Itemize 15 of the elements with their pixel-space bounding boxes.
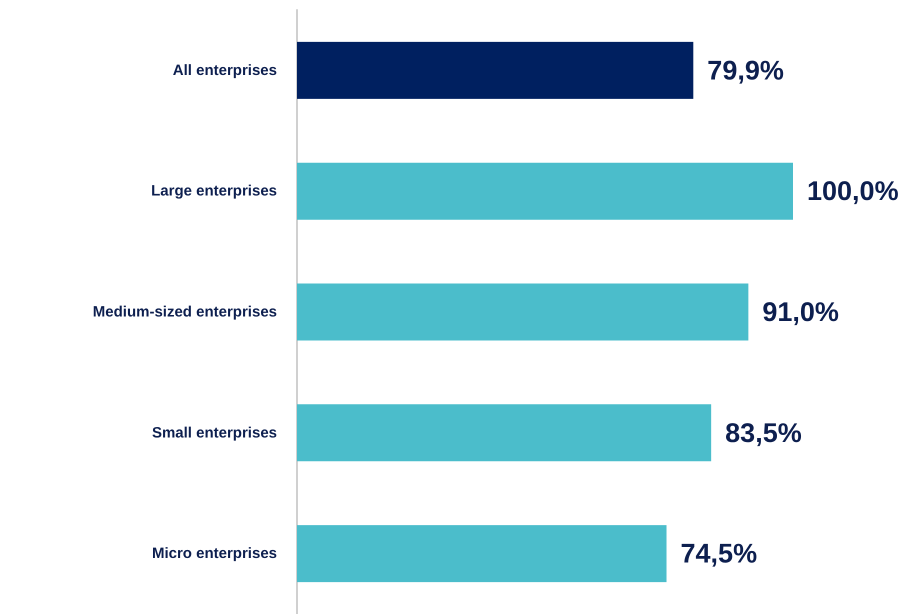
y-tick-label: Micro enterprises	[152, 545, 277, 562]
bar	[297, 42, 694, 99]
bar	[297, 284, 748, 340]
y-tick-label: Small enterprises	[152, 424, 277, 442]
y-tick-label: Medium-sized enterprises	[92, 304, 277, 320]
bar	[297, 525, 667, 582]
bar	[297, 404, 712, 462]
data-label: 100,0%	[807, 176, 899, 206]
data-label: 83,5%	[725, 418, 802, 448]
bar	[297, 162, 793, 220]
data-label: 79,9%	[707, 55, 784, 86]
data-label: 74,5%	[680, 538, 758, 569]
data-label: 91,0%	[762, 297, 839, 327]
y-tick-label: All enterprises	[172, 62, 277, 79]
y-tick-label: Large enterprises	[151, 182, 277, 200]
